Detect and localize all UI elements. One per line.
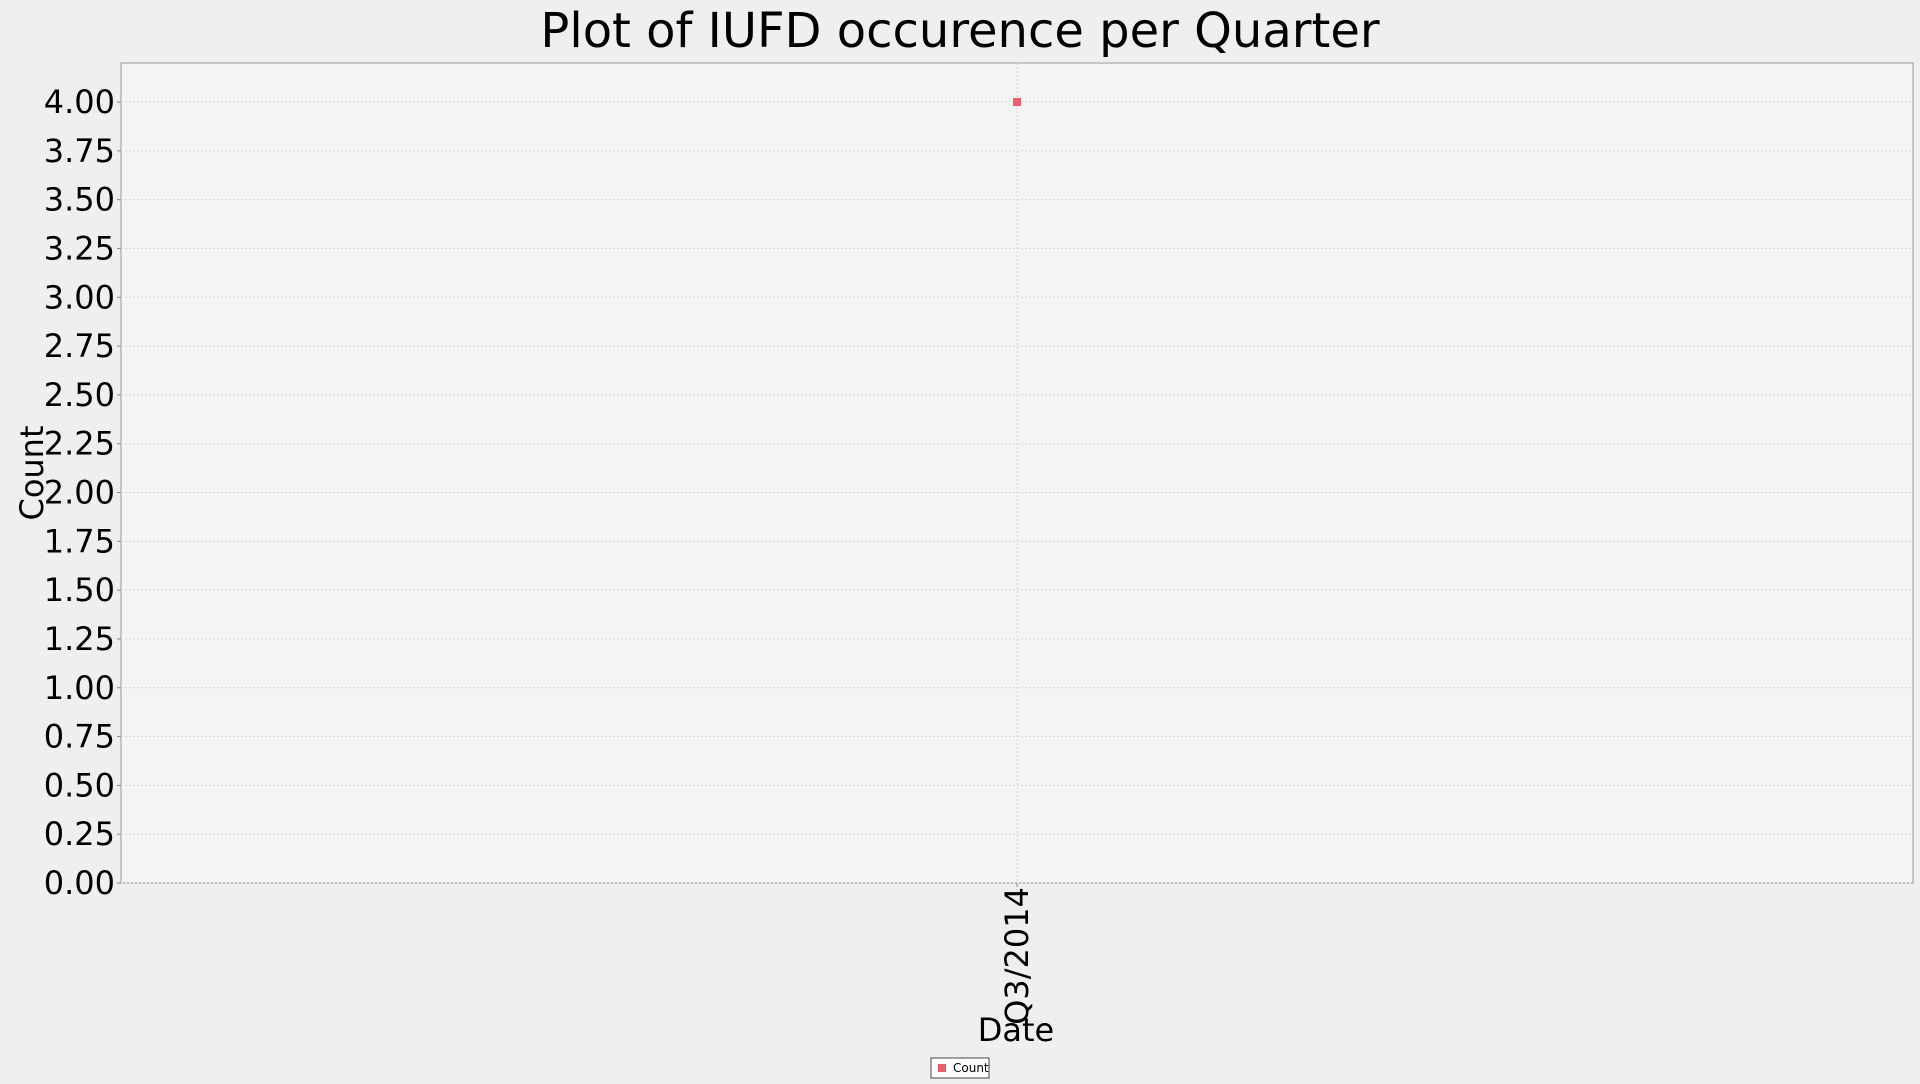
y-tick-label: 1.50 [44,571,115,609]
chart-title: Plot of IUFD occurence per Quarter [540,3,1379,59]
legend-label-count: Count [953,1061,989,1075]
x-axis-ticks: Q3/2014 [998,883,1036,1025]
y-tick-label: 3.25 [44,229,115,267]
y-tick-label: 0.75 [44,718,115,756]
y-tick-label: 2.00 [44,474,115,512]
y-tick-label: 3.50 [44,181,115,219]
data-points [1013,98,1021,107]
y-tick-label: 2.50 [44,376,115,414]
y-tick-label: 1.00 [44,669,115,707]
y-axis-label: Count [13,425,51,520]
y-tick-label: 2.75 [44,327,115,365]
y-tick-label: 1.25 [44,620,115,658]
y-tick-label: 0.00 [44,864,115,902]
y-tick-label: 3.00 [44,278,115,316]
y-tick-label: 1.75 [44,522,115,560]
legend-marker-count [938,1064,946,1072]
y-tick-label: 2.25 [44,425,115,463]
y-tick-label: 3.75 [44,132,115,170]
y-tick-label: 0.25 [44,815,115,853]
y-tick-label: 0.50 [44,766,115,804]
y-axis-ticks: 0.00 0.25 0.50 0.75 1.00 1.25 1.50 1.75 2.00 2.25… [44,83,121,902]
x-tick-label: Q3/2014 [998,887,1036,1025]
legend: Count [930,1057,990,1079]
data-point [1013,98,1021,107]
legend-box [930,1057,990,1079]
y-tick-label: 4.00 [44,83,115,121]
x-axis-label: Date [978,1011,1054,1049]
